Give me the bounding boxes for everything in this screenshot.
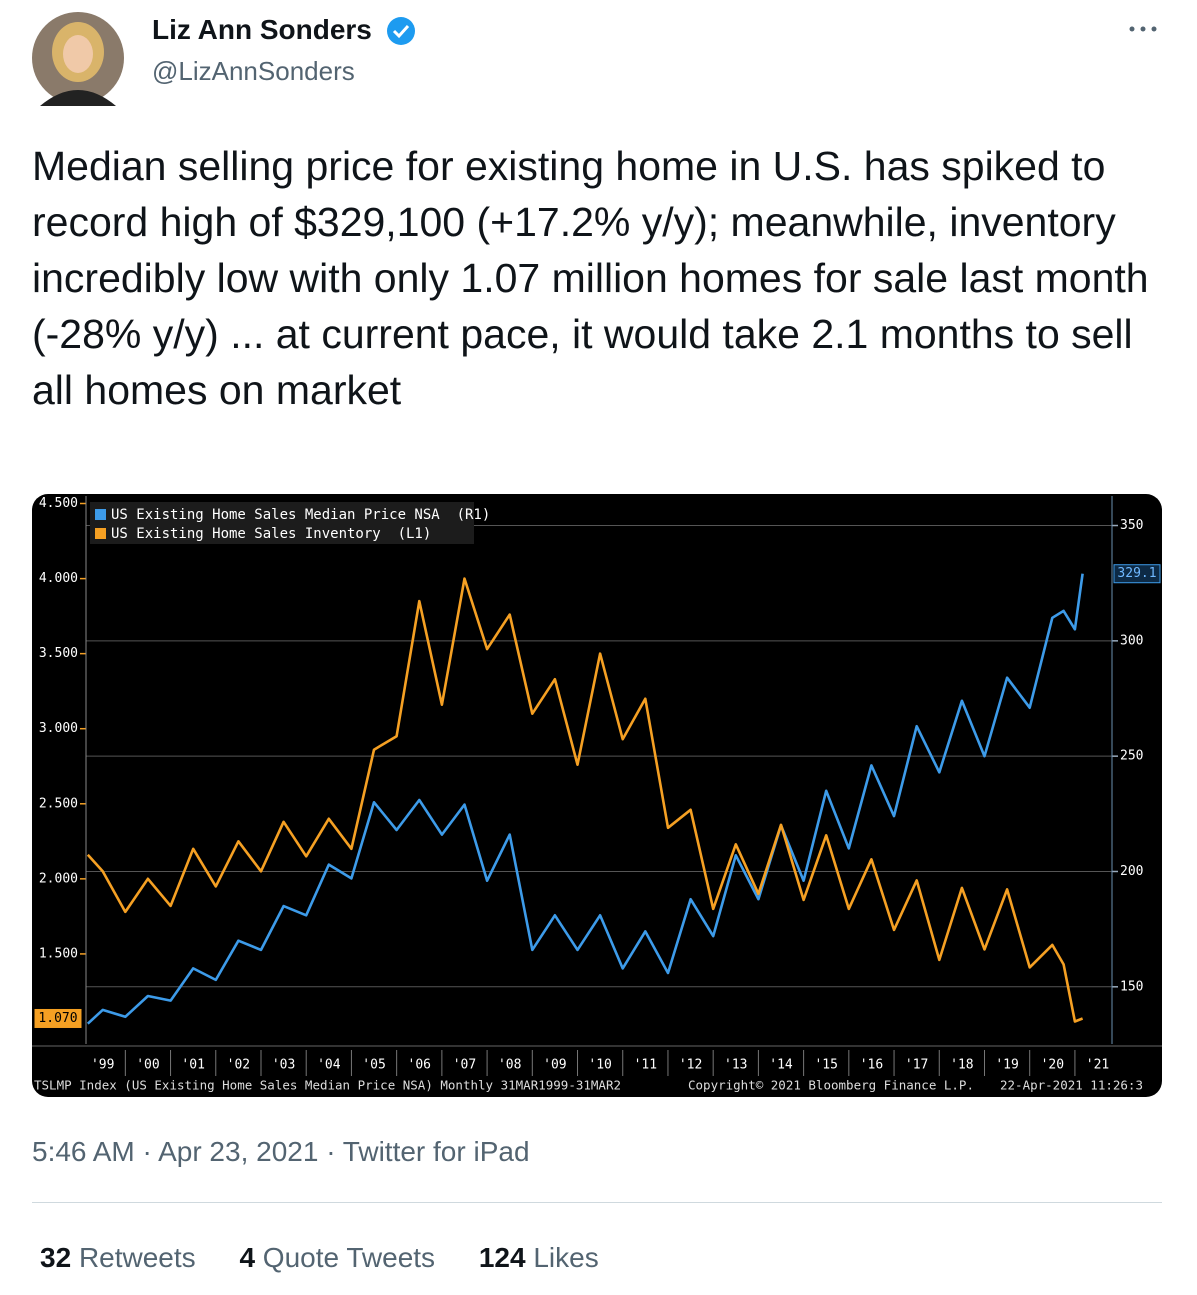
- last-value-box: [1113, 564, 1161, 584]
- y-tick-label: 4.500: [39, 496, 78, 511]
- x-tick-label: '20: [1041, 1058, 1064, 1073]
- x-tick-label: '09: [543, 1058, 566, 1073]
- x-tick-label: '08: [498, 1058, 521, 1073]
- last-value-label: 1.070: [38, 1011, 77, 1026]
- y-tick-label: 4.000: [39, 571, 78, 586]
- label: Quote Tweets: [262, 1242, 436, 1273]
- y-tick-label: 3.000: [39, 721, 78, 736]
- more-button[interactable]: [1126, 22, 1162, 36]
- x-tick-label: '15: [814, 1058, 837, 1073]
- x-tick-label: '19: [995, 1058, 1018, 1073]
- x-tick-label: '16: [860, 1058, 883, 1073]
- count: 32: [40, 1242, 72, 1273]
- display-name[interactable]: Liz Ann Sonders: [152, 14, 372, 45]
- x-tick-label: '99: [91, 1058, 114, 1073]
- x-tick-label: '17: [905, 1058, 928, 1073]
- legend-label: US Existing Home Sales Inventory (L1): [111, 526, 431, 542]
- legend-box: [90, 502, 474, 544]
- legend-swatch: [95, 509, 106, 520]
- x-tick-label: '10: [588, 1058, 611, 1073]
- series-line: [86, 577, 1084, 1023]
- verified-badge: [387, 17, 415, 45]
- chart-image[interactable]: 150 200 250 300 350 1.500 2.000 2.500 3.000 3.500…: [32, 494, 1162, 1097]
- legend-swatch: [95, 528, 106, 539]
- y2-tick-label: 250: [1120, 749, 1143, 764]
- y2-tick-label: 300: [1120, 633, 1143, 648]
- y2-tick-label: 150: [1120, 979, 1143, 994]
- x-tick-label: '07: [453, 1058, 476, 1073]
- avatar[interactable]: [30, 10, 126, 106]
- x-tick-label: '04: [317, 1058, 341, 1073]
- legend-label: US Existing Home Sales Median Price NSA …: [111, 507, 490, 523]
- y2-tick-label: 350: [1120, 518, 1143, 533]
- label: Retweets: [78, 1242, 196, 1273]
- x-tick-label: '01: [181, 1058, 204, 1073]
- y-tick-label: 2.500: [39, 796, 78, 811]
- last-value-box: [34, 1008, 82, 1028]
- y-tick-label: 3.500: [39, 646, 78, 661]
- count: 4: [239, 1242, 256, 1273]
- stats: 32 Retweets 4 Quote Tweets 124 Likes: [40, 1242, 599, 1274]
- divider: [32, 1202, 1162, 1203]
- chart-footer: TSLMP Index (US Existing Home Sales Medi…: [34, 1078, 621, 1093]
- chart: 150 200 250 300 350 1.500 2.000 2.500 3.000 3.500…: [32, 496, 1162, 1093]
- quote-tweets[interactable]: 4 Quote Tweets: [239, 1242, 435, 1273]
- y-tick-label: 1.500: [39, 946, 78, 961]
- handle[interactable]: @LizAnnSonders: [152, 56, 355, 86]
- x-tick-label: '14: [769, 1058, 793, 1073]
- x-tick-label: '12: [679, 1058, 702, 1073]
- x-tick-label: '02: [227, 1058, 250, 1073]
- x-tick-label: '11: [634, 1058, 657, 1073]
- series-line: [86, 573, 1084, 1025]
- label: Likes: [533, 1242, 599, 1273]
- tweet-text: Median selling price for existing home i…: [32, 143, 1149, 413]
- x-tick-label: '00: [136, 1058, 159, 1073]
- x-tick-label: '18: [950, 1058, 973, 1073]
- retweets[interactable]: 32 Retweets: [40, 1242, 196, 1273]
- x-tick-label: '21: [1086, 1058, 1109, 1073]
- likes[interactable]: 124 Likes: [479, 1242, 599, 1273]
- last-value-label: 329.1: [1117, 566, 1156, 581]
- chart-footer: 22-Apr-2021 11:26:3: [1000, 1078, 1143, 1093]
- timestamp[interactable]: 5:46 AM · Apr 23, 2021 · Twitter for iPa…: [32, 1136, 530, 1167]
- x-tick-label: '03: [272, 1058, 295, 1073]
- y-tick-label: 2.000: [39, 871, 78, 886]
- x-tick-label: '06: [408, 1058, 431, 1073]
- x-tick-label: '13: [724, 1058, 747, 1073]
- count: 124: [478, 1242, 526, 1273]
- x-tick-label: '05: [362, 1058, 385, 1073]
- chart-footer: Copyright© 2021 Bloomberg Finance L.P.: [688, 1078, 974, 1093]
- y2-tick-label: 200: [1120, 864, 1143, 879]
